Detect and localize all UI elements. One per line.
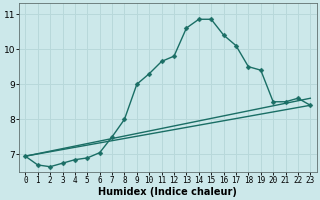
- X-axis label: Humidex (Indice chaleur): Humidex (Indice chaleur): [98, 187, 237, 197]
